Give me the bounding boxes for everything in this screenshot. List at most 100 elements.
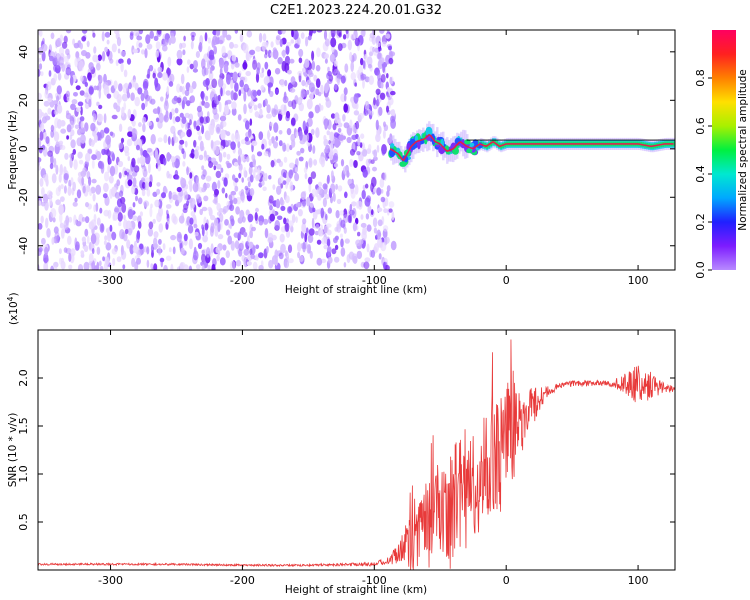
spectrogram-noise-cell xyxy=(333,163,339,168)
spectrogram-noise-cell xyxy=(204,101,210,109)
spectrogram-noise-cell xyxy=(66,96,71,102)
spectrogram-noise-cell xyxy=(306,196,311,207)
spectrogram-noise-cell xyxy=(330,30,336,38)
spectrogram-noise-cell xyxy=(376,42,381,48)
spectrogram-noise-cell xyxy=(295,167,298,173)
spectrogram-noise-cell xyxy=(98,74,103,84)
spectrogram-noise-cell xyxy=(329,131,334,142)
spectrogram-noise-cell xyxy=(283,91,287,101)
spectrogram-noise-cell xyxy=(284,259,290,269)
spectrogram-noise-cell xyxy=(176,49,183,60)
spectrogram-noise-cell xyxy=(165,204,172,209)
spectrogram-noise-cell xyxy=(84,216,90,224)
spectrogram-noise-cell xyxy=(220,114,227,122)
spectrogram-noise-cell xyxy=(53,131,60,142)
spectrogram-noise-cell xyxy=(106,39,110,45)
spectrogram-noise-cell xyxy=(121,106,125,118)
spectrogram-noise-cell xyxy=(50,129,55,138)
spectrogram-noise-cell xyxy=(127,209,134,220)
spectrogram-noise-cell xyxy=(80,106,83,116)
spectrogram-noise-cell xyxy=(195,264,201,270)
spectrogram-noise-cell xyxy=(50,265,54,270)
spectrogram-noise-cell xyxy=(222,151,227,158)
spectrogram-noise-cell xyxy=(43,100,50,107)
spectrogram-noise-cell xyxy=(302,200,306,207)
spectrogram-noise-cell xyxy=(378,253,382,260)
spectrogram-noise-cell xyxy=(288,206,292,213)
spectrogram-noise-cell xyxy=(373,156,378,162)
spectrogram-noise-cell xyxy=(88,62,94,70)
spectrogram-noise-cell xyxy=(108,158,112,165)
spectrogram-noise-cell xyxy=(323,244,329,250)
spectrogram-noise-cell xyxy=(220,129,226,141)
snr-y-tick-label: 0.5 xyxy=(17,513,30,531)
spectrogram-noise-cell xyxy=(58,140,64,146)
spectrogram-noise-cell xyxy=(289,58,295,64)
spectrogram-noise-cell xyxy=(241,177,244,183)
spectrogram-noise-cell xyxy=(291,139,296,148)
spectrogram-noise-cell xyxy=(281,30,286,35)
spectrogram-noise-cell xyxy=(259,71,265,78)
spectrogram-noise-cell xyxy=(55,164,59,175)
spectrogram-noise-cell xyxy=(290,39,295,44)
spectrogram-noise-cell xyxy=(361,230,367,241)
spectrogram-noise-cell xyxy=(90,141,95,147)
spectrogram-noise-cell xyxy=(186,66,190,73)
spectrogram-noise-cell xyxy=(43,252,49,264)
spectrogram-noise-cell xyxy=(315,127,320,139)
spectrogram-noise-cell xyxy=(122,83,128,94)
colorbar: 0.0 0.2 0.4 0.6 0.8 Normalized spectral ampl… xyxy=(694,30,749,279)
spectrogram-noise-cell xyxy=(366,243,370,253)
spectrogram-noise-cell xyxy=(261,143,265,150)
spectrogram-y-tick-label: -40 xyxy=(17,237,30,255)
spectrogram-noise-cell xyxy=(280,205,286,211)
spectrogram-noise-cell xyxy=(386,190,390,197)
spectrogram-noise-cell xyxy=(315,189,319,198)
spectrogram-noise-cell xyxy=(259,108,263,116)
spectrogram-noise-cell xyxy=(189,172,193,179)
spectrogram-noise-cell xyxy=(130,92,135,101)
spectrogram-noise-cell xyxy=(294,172,300,182)
spectrogram-noise-cell xyxy=(100,265,104,270)
spectrogram-noise-cell xyxy=(239,79,244,88)
spectrogram-noise-cell xyxy=(187,224,194,234)
spectrogram-noise-cell xyxy=(78,60,84,72)
spectrogram-noise-cell xyxy=(47,97,52,103)
colorbar-ramp xyxy=(712,30,736,270)
spectrogram-noise-cell xyxy=(84,81,89,88)
spectrogram-noise-cell xyxy=(317,181,323,187)
spectrogram-noise-cell xyxy=(201,146,205,151)
ridge-blob xyxy=(417,140,421,150)
spectrogram-noise-cell xyxy=(74,197,78,203)
spectrogram-noise-cell xyxy=(47,107,52,115)
snr-y-tick-label: 1.0 xyxy=(17,465,30,483)
spectrogram-noise-cell xyxy=(168,37,172,46)
spectrogram-noise-cell xyxy=(196,235,202,241)
spectrogram-noise-cell xyxy=(254,111,260,118)
spectrogram-noise-cell xyxy=(59,164,63,173)
spectrogram-noise-cell xyxy=(238,172,242,179)
spectrogram-noise-cell xyxy=(221,187,225,194)
spectrogram-noise-cell xyxy=(209,59,213,66)
spectrogram-noise-cell xyxy=(316,30,323,33)
spectrogram-y-tick-label: 40 xyxy=(17,45,30,59)
spectrogram-noise-cell xyxy=(205,95,209,102)
spectrogram-noise-cell xyxy=(311,60,316,71)
spectrogram-noise-cell xyxy=(245,240,250,249)
spectrogram-noise-cell xyxy=(245,70,251,77)
spectrogram-noise-cell xyxy=(350,61,355,72)
spectrogram-noise-cell xyxy=(386,87,391,93)
spectrogram-noise-cell xyxy=(80,170,87,177)
spectrogram-noise-cell xyxy=(268,195,274,204)
spectrogram-noise-cell xyxy=(186,100,191,107)
spectrogram-noise-cell xyxy=(327,256,333,264)
spectrogram-noise-cell xyxy=(361,30,366,38)
spectrogram-noise-cell xyxy=(357,136,361,147)
spectrogram-noise-cell xyxy=(38,223,43,230)
spectrogram-noise-cell xyxy=(250,253,255,260)
spectrogram-noise-cell xyxy=(138,122,142,128)
spectrogram-noise-cell xyxy=(225,250,230,259)
spectrogram-noise-cell xyxy=(343,87,348,96)
spectrogram-noise-cell xyxy=(79,75,84,82)
spectrogram-noise-cell xyxy=(330,37,337,48)
